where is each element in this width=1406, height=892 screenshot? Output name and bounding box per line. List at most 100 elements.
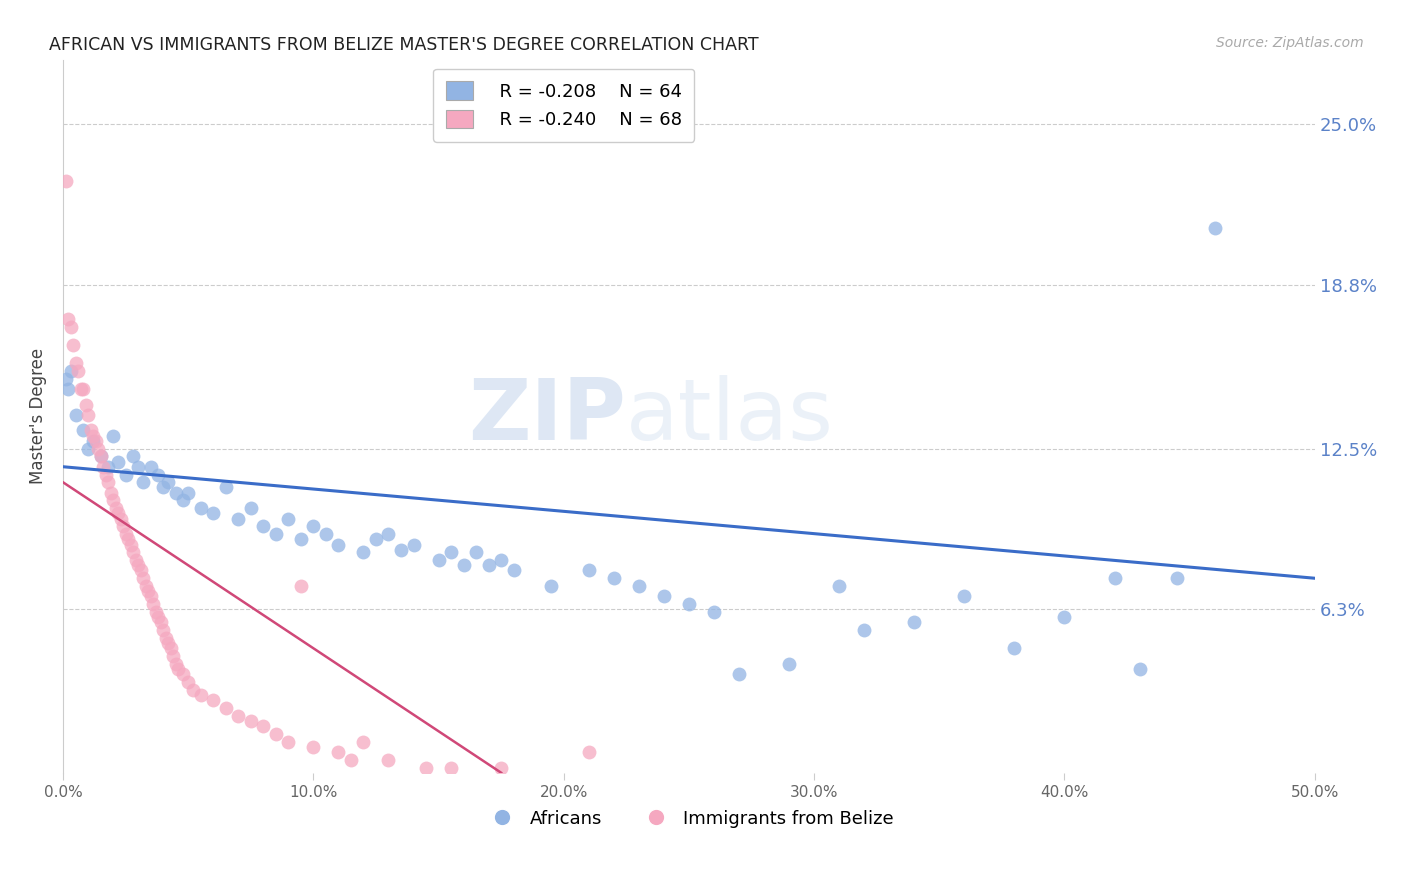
- Point: [165, 657, 187, 671]
- Point: [157, 475, 180, 490]
- Point: [489, 760, 512, 774]
- Point: [502, 564, 524, 578]
- Point: [59, 364, 82, 378]
- Point: [328, 537, 350, 551]
- Point: [94, 467, 117, 482]
- Point: [202, 693, 225, 707]
- Point: [157, 636, 180, 650]
- Text: ZIP: ZIP: [468, 375, 626, 458]
- Point: [117, 533, 139, 547]
- Point: [1204, 221, 1226, 235]
- Point: [1129, 662, 1152, 676]
- Point: [97, 459, 120, 474]
- Point: [239, 501, 262, 516]
- Point: [59, 319, 82, 334]
- Point: [239, 714, 262, 728]
- Point: [65, 408, 87, 422]
- Point: [72, 424, 94, 438]
- Point: [77, 408, 100, 422]
- Point: [415, 760, 437, 774]
- Point: [75, 397, 97, 411]
- Point: [107, 507, 129, 521]
- Point: [101, 493, 124, 508]
- Point: [82, 428, 104, 442]
- Point: [136, 584, 159, 599]
- Point: [149, 615, 172, 630]
- Point: [578, 745, 600, 759]
- Point: [142, 597, 165, 611]
- Text: Source: ZipAtlas.com: Source: ZipAtlas.com: [1216, 36, 1364, 50]
- Point: [152, 481, 174, 495]
- Point: [91, 459, 114, 474]
- Point: [69, 382, 91, 396]
- Point: [152, 623, 174, 637]
- Point: [155, 631, 177, 645]
- Point: [1166, 571, 1188, 585]
- Point: [172, 493, 194, 508]
- Point: [226, 708, 249, 723]
- Point: [377, 527, 399, 541]
- Point: [67, 364, 90, 378]
- Point: [145, 605, 167, 619]
- Point: [132, 571, 155, 585]
- Point: [110, 511, 132, 525]
- Point: [181, 682, 204, 697]
- Point: [172, 667, 194, 681]
- Point: [159, 641, 181, 656]
- Point: [215, 481, 238, 495]
- Point: [122, 545, 145, 559]
- Point: [678, 597, 700, 611]
- Point: [489, 553, 512, 567]
- Point: [139, 459, 162, 474]
- Point: [264, 527, 287, 541]
- Point: [127, 459, 149, 474]
- Point: [703, 605, 725, 619]
- Point: [167, 662, 190, 676]
- Point: [146, 467, 169, 482]
- Point: [56, 382, 79, 396]
- Point: [277, 511, 299, 525]
- Point: [328, 745, 350, 759]
- Point: [129, 564, 152, 578]
- Point: [82, 434, 104, 448]
- Point: [377, 753, 399, 767]
- Point: [104, 501, 127, 516]
- Point: [55, 371, 77, 385]
- Point: [112, 519, 135, 533]
- Point: [953, 590, 976, 604]
- Point: [652, 590, 675, 604]
- Point: [264, 727, 287, 741]
- Point: [440, 760, 463, 774]
- Point: [77, 442, 100, 456]
- Point: [65, 356, 87, 370]
- Point: [165, 485, 187, 500]
- Point: [226, 511, 249, 525]
- Point: [124, 553, 146, 567]
- Point: [252, 719, 274, 733]
- Point: [215, 701, 238, 715]
- Point: [190, 688, 212, 702]
- Point: [389, 542, 412, 557]
- Legend: Africans, Immigrants from Belize: Africans, Immigrants from Belize: [477, 803, 901, 835]
- Point: [903, 615, 925, 630]
- Point: [79, 424, 101, 438]
- Point: [728, 667, 751, 681]
- Point: [202, 507, 225, 521]
- Point: [1002, 641, 1025, 656]
- Point: [402, 537, 425, 551]
- Point: [139, 590, 162, 604]
- Point: [603, 571, 626, 585]
- Point: [364, 533, 387, 547]
- Point: [853, 623, 876, 637]
- Point: [100, 485, 122, 500]
- Point: [828, 579, 851, 593]
- Point: [90, 450, 112, 464]
- Point: [107, 454, 129, 468]
- Text: atlas: atlas: [626, 375, 834, 458]
- Point: [277, 734, 299, 748]
- Point: [87, 442, 110, 456]
- Point: [353, 545, 375, 559]
- Point: [62, 338, 84, 352]
- Point: [778, 657, 800, 671]
- Point: [302, 739, 325, 754]
